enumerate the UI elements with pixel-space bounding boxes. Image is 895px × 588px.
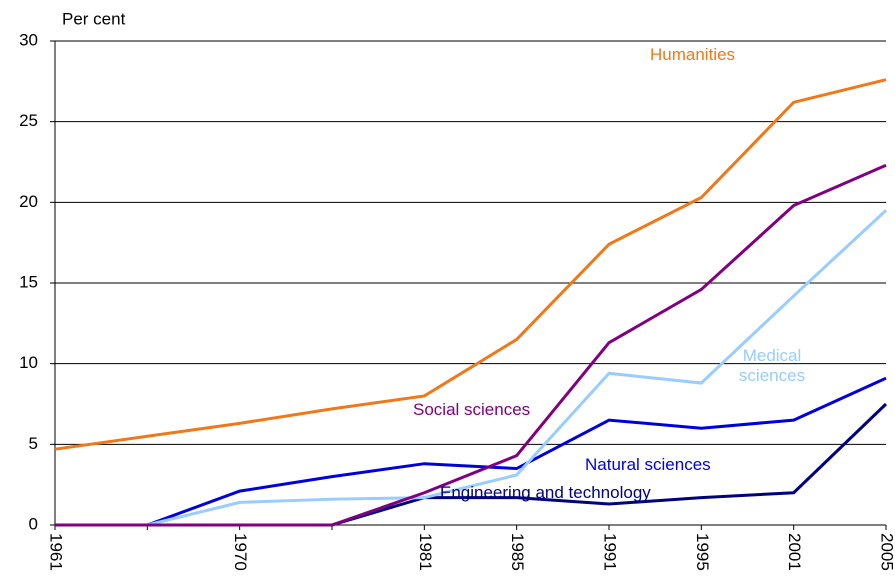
series-label: Medical sciences — [738, 346, 806, 385]
y-tick-label: 0 — [29, 514, 38, 533]
x-tick-label: 1961 — [47, 533, 66, 571]
series-label: Humanities — [650, 45, 736, 64]
y-tick-label: 10 — [19, 353, 38, 372]
y-tick-label: 30 — [19, 30, 38, 49]
x-tick-label: 2005 — [878, 533, 895, 571]
series-line — [55, 163, 887, 527]
x-tick-label: 1985 — [508, 533, 527, 571]
x-tick-label: 1991 — [601, 533, 620, 571]
x-tick-label: 1970 — [231, 533, 250, 571]
series-label: Natural sciences — [585, 455, 711, 474]
x-tick-label: 2001 — [785, 533, 804, 571]
series-line — [55, 209, 888, 527]
series-label: Engineering and technology — [440, 483, 651, 502]
x-tick-label: 1995 — [693, 533, 712, 571]
series-line — [55, 376, 887, 527]
y-axis-label: Per cent — [62, 9, 126, 28]
y-tick-label: 20 — [19, 192, 38, 211]
y-tick-label: 15 — [19, 272, 38, 291]
x-tick-label: 1981 — [416, 533, 435, 571]
y-tick-label: 25 — [19, 111, 38, 130]
series-line — [54, 78, 887, 451]
series-label: Social sciences — [413, 400, 531, 419]
y-tick-label: 5 — [29, 434, 38, 453]
